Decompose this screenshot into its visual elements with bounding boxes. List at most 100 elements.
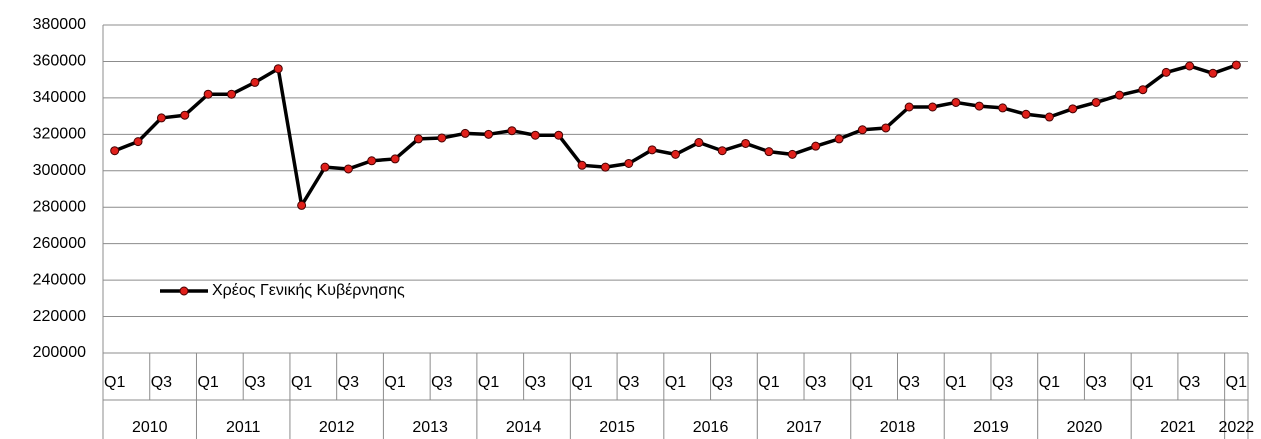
- marker: [460, 128, 470, 138]
- marker: [741, 138, 751, 148]
- marker: [811, 141, 821, 151]
- marker: [1044, 112, 1054, 122]
- x-tick-label: Q3: [805, 374, 826, 391]
- x-tick-label: Q1: [665, 374, 686, 391]
- x-tick-label: Q1: [291, 374, 312, 391]
- x-tick-label: Q3: [712, 374, 733, 391]
- x-group-label: 2010: [132, 419, 168, 436]
- x-tick-label: Q3: [244, 374, 265, 391]
- x-tick-label: Q3: [618, 374, 639, 391]
- marker: [133, 137, 143, 147]
- x-group-label: 2017: [786, 419, 822, 436]
- legend-marker: [179, 286, 189, 296]
- x-group-label: 2013: [412, 419, 448, 436]
- x-tick-label: Q3: [151, 374, 172, 391]
- x-tick-label: Q1: [571, 374, 592, 391]
- marker: [1068, 104, 1078, 114]
- y-tick-label: 380000: [33, 16, 86, 33]
- x-group-label: 2018: [880, 419, 916, 436]
- marker: [577, 160, 587, 170]
- y-tick-label: 260000: [33, 235, 86, 252]
- marker: [857, 125, 867, 135]
- marker: [297, 200, 307, 210]
- y-tick-label: 200000: [33, 344, 86, 361]
- x-group-label: 2015: [599, 419, 635, 436]
- x-tick-label: Q1: [478, 374, 499, 391]
- marker: [1138, 85, 1148, 95]
- x-tick-label: Q3: [338, 374, 359, 391]
- marker: [110, 146, 120, 156]
- y-tick-label: 320000: [33, 126, 86, 143]
- marker: [671, 149, 680, 159]
- marker: [413, 134, 423, 144]
- marker: [367, 156, 377, 166]
- y-tick-label: 300000: [33, 162, 86, 179]
- x-tick-label: Q1: [1039, 374, 1060, 391]
- x-tick-label: Q1: [1226, 374, 1247, 391]
- marker: [1161, 67, 1171, 77]
- marker: [694, 138, 704, 148]
- x-tick-label: Q3: [992, 374, 1013, 391]
- x-tick-label: Q3: [899, 374, 920, 391]
- marker: [764, 147, 774, 157]
- marker: [273, 64, 283, 74]
- marker: [180, 110, 190, 120]
- x-tick-label: Q3: [525, 374, 546, 391]
- marker: [320, 162, 330, 172]
- x-tick-label: Q1: [758, 374, 779, 391]
- marker: [647, 145, 657, 155]
- x-group-label: 2016: [693, 419, 729, 436]
- y-tick-label: 240000: [33, 271, 86, 288]
- marker: [787, 149, 797, 159]
- x-tick-label: Q1: [1132, 374, 1153, 391]
- y-tick-label: 280000: [33, 198, 86, 215]
- line: [114, 63, 1237, 208]
- marker: [624, 158, 634, 168]
- legend-label: Χρέος Γενικής Κυβέρνησης: [212, 282, 405, 299]
- marker: [437, 133, 447, 143]
- marker: [554, 130, 564, 140]
- x-tick-label: Q1: [384, 374, 405, 391]
- marker: [227, 89, 237, 99]
- marker: [156, 113, 166, 123]
- x-group-label: 2019: [973, 419, 1009, 436]
- marker: [904, 102, 914, 112]
- marker: [928, 102, 938, 112]
- marker: [881, 123, 891, 133]
- marker: [951, 97, 961, 107]
- x-tick-label: Q3: [1179, 374, 1200, 391]
- x-tick-label: Q1: [852, 374, 873, 391]
- marker: [203, 89, 213, 99]
- marker: [1091, 97, 1101, 107]
- marker: [530, 130, 540, 140]
- marker: [834, 134, 844, 144]
- y-tick-label: 220000: [33, 308, 86, 325]
- x-group-label: 2014: [506, 419, 542, 436]
- y-tick-label: 340000: [33, 89, 86, 106]
- marker: [717, 146, 727, 156]
- marker: [1021, 109, 1031, 119]
- x-group-label: 2011: [226, 419, 261, 436]
- x-tick-label: Q1: [104, 374, 125, 391]
- marker: [1208, 68, 1218, 78]
- x-group-label: 2020: [1067, 419, 1103, 436]
- marker: [1185, 61, 1195, 71]
- x-group-label: 2022: [1219, 419, 1255, 436]
- marker: [484, 129, 494, 139]
- x-tick-label: Q3: [431, 374, 452, 391]
- x-tick-label: Q1: [197, 374, 218, 391]
- x-group-label: 2012: [319, 419, 355, 436]
- x-tick-label: Q1: [945, 374, 966, 391]
- marker: [600, 162, 610, 172]
- x-group-label: 2021: [1160, 419, 1196, 436]
- x-tick-label: Q3: [1085, 374, 1106, 391]
- marker: [250, 77, 260, 87]
- marker: [343, 164, 353, 174]
- marker: [974, 101, 984, 111]
- marker: [390, 154, 400, 164]
- y-tick-label: 360000: [33, 53, 86, 70]
- marker: [1231, 60, 1241, 70]
- marker: [1114, 90, 1124, 100]
